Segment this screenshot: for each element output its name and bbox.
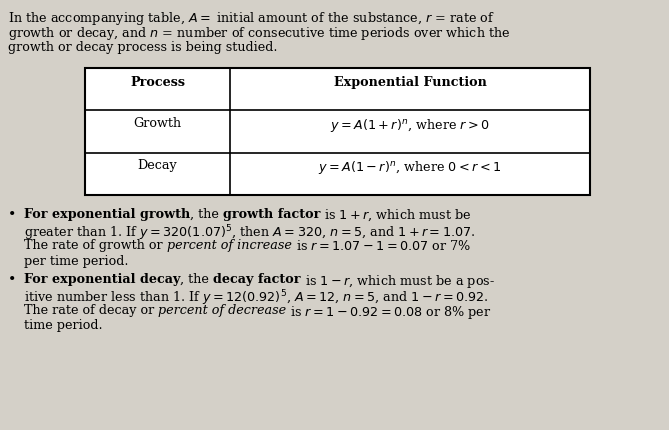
Text: The rate of decay or: The rate of decay or — [24, 304, 159, 317]
Text: Process: Process — [130, 77, 185, 89]
Text: In the accompanying table, $A=$ initial amount of the substance, $r$ = rate of: In the accompanying table, $A=$ initial … — [8, 10, 495, 27]
Text: For exponential growth: For exponential growth — [24, 208, 190, 221]
Text: percent of decrease: percent of decrease — [159, 304, 286, 317]
Text: , the: , the — [181, 273, 213, 286]
Text: greater than 1. If $y = 320(1.07)^5$, then $A = 320$, $n = 5$, and $1 + r = 1.07: greater than 1. If $y = 320(1.07)^5$, th… — [24, 224, 476, 243]
Text: growth or decay, and $n$ = number of consecutive time periods over which the: growth or decay, and $n$ = number of con… — [8, 25, 510, 43]
Text: is $1 + r$, which must be: is $1 + r$, which must be — [320, 208, 472, 224]
Text: is $1 - r$, which must be a pos-: is $1 - r$, which must be a pos- — [301, 273, 495, 290]
Text: Growth: Growth — [133, 117, 181, 130]
Text: decay factor: decay factor — [213, 273, 301, 286]
Text: The rate of growth or: The rate of growth or — [24, 239, 167, 252]
Text: Exponential Function: Exponential Function — [334, 77, 486, 89]
Text: per time period.: per time period. — [24, 255, 128, 267]
Text: is $r = 1.07 - 1 = 0.07$ or 7%: is $r = 1.07 - 1 = 0.07$ or 7% — [292, 239, 471, 253]
Bar — [85, 68, 590, 195]
Text: •: • — [8, 208, 16, 222]
Text: , the: , the — [190, 208, 223, 221]
Text: is $r = 1 - 0.92 = 0.08$ or 8% per: is $r = 1 - 0.92 = 0.08$ or 8% per — [286, 304, 492, 321]
Text: •: • — [8, 273, 16, 287]
Text: Decay: Decay — [138, 159, 177, 172]
Text: For exponential decay: For exponential decay — [24, 273, 181, 286]
Text: $y = A(1 + r)^n$, where $r > 0$: $y = A(1 + r)^n$, where $r > 0$ — [330, 117, 490, 134]
Text: itive number less than 1. If $y = 12(0.92)^5$, $A = 12$, $n = 5$, and $1 - r = 0: itive number less than 1. If $y = 12(0.9… — [24, 289, 488, 308]
Text: percent of increase: percent of increase — [167, 239, 292, 252]
Text: time period.: time period. — [24, 319, 102, 332]
Text: $y = A(1 - r)^n$, where $0 < r < 1$: $y = A(1 - r)^n$, where $0 < r < 1$ — [318, 159, 502, 176]
Text: growth factor: growth factor — [223, 208, 320, 221]
Text: growth or decay process is being studied.: growth or decay process is being studied… — [8, 41, 278, 54]
